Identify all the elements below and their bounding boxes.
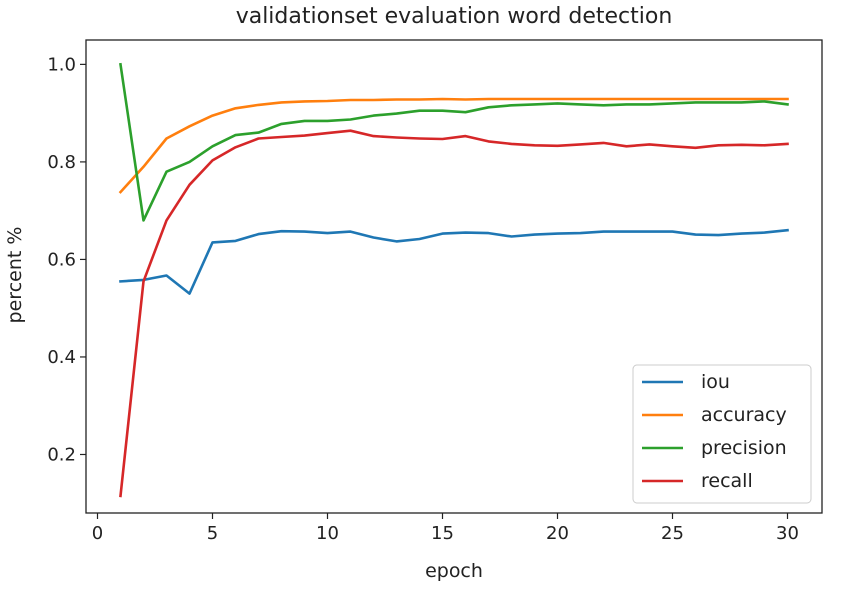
series-line-precision — [119, 62, 789, 222]
series-line-iou — [119, 228, 789, 295]
y-tick-label: 1.0 — [47, 54, 76, 75]
y-tick-label: 0.6 — [47, 249, 76, 270]
legend-label-iou: iou — [701, 371, 730, 393]
x-tick-label: 10 — [316, 523, 339, 544]
x-tick-label: 5 — [207, 523, 218, 544]
x-tick-label: 25 — [661, 523, 684, 544]
y-axis: 0.2 0.4 0.6 0.8 1.0 — [47, 54, 86, 465]
x-tick-label: 0 — [92, 523, 103, 544]
x-axis-title: epoch — [425, 560, 483, 582]
plot-area — [85, 39, 823, 514]
legend-label-recall: recall — [701, 470, 753, 492]
plot-frame — [85, 39, 823, 514]
y-axis-title: percent % — [4, 227, 26, 324]
x-axis: 0 5 10 15 20 25 30 — [92, 513, 799, 544]
x-tick-label: 20 — [546, 523, 569, 544]
legend-label-precision: precision — [701, 437, 787, 459]
series-line-accuracy — [118, 97, 789, 194]
series-line-recall — [119, 129, 789, 498]
y-tick-label: 0.8 — [47, 152, 76, 173]
x-tick-label: 15 — [431, 523, 454, 544]
y-tick-label: 0.4 — [47, 347, 76, 368]
legend-label-accuracy: accuracy — [701, 404, 787, 426]
legend: iou accuracy precision recall — [632, 364, 812, 504]
y-tick-label: 0.2 — [47, 444, 76, 465]
x-tick-label: 30 — [776, 523, 799, 544]
series-layer — [118, 62, 789, 498]
chart-title: validationset evaluation word detection — [236, 4, 673, 29]
legend-box — [632, 364, 812, 504]
